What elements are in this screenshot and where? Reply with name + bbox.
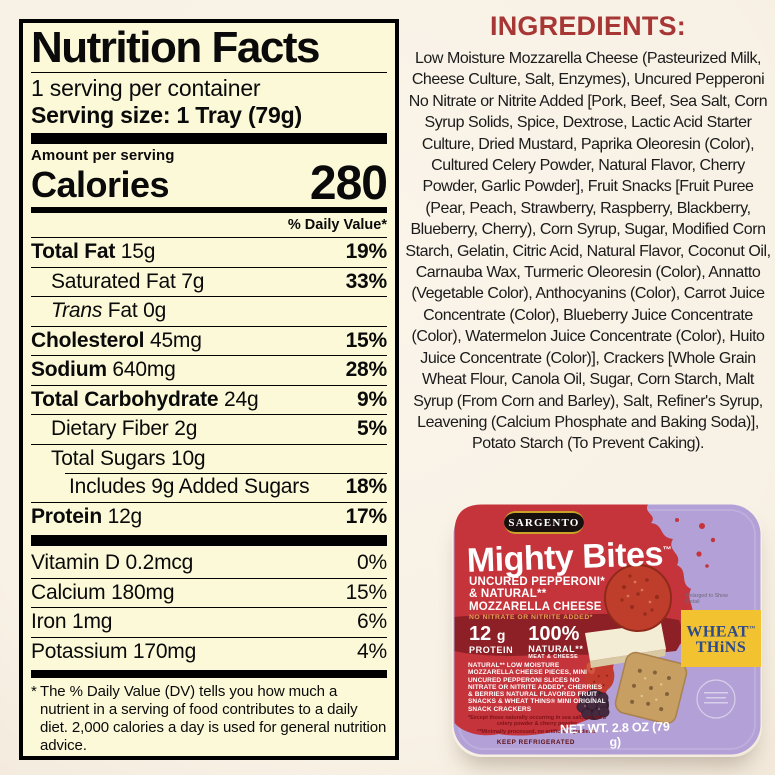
keep-refrigerated: KEEP REFRIGERATED	[496, 739, 576, 746]
vitamin-row-iron: Iron 1mg 6%	[31, 607, 387, 637]
trademark-symbol: ™	[662, 544, 672, 555]
divider-bar-thick	[31, 535, 387, 546]
nutrient-row-sodium: Sodium 640mg 28%	[31, 355, 387, 385]
variety-lines: UNCURED PEPPERONI* & NATURAL** MOZZARELL…	[469, 576, 605, 613]
trademark-symbol: ™	[749, 626, 756, 633]
vitamin-row-vitamin-d: Vitamin D 0.2mcg 0%	[31, 549, 387, 578]
contents-description: NATURAL** LOW MOISTURE MOZZARELLA CHEESE…	[468, 662, 606, 713]
pepperoni-slice	[604, 564, 672, 632]
row-daily-value: 9%	[357, 387, 387, 411]
row-daily-value: 4%	[357, 639, 387, 663]
row-daily-value: 6%	[357, 610, 387, 633]
net-weight: NET WT. 2.8 OZ (79 g)	[559, 719, 670, 750]
footnote-text: The % Daily Value (DV) tells you how muc…	[40, 683, 387, 754]
row-daily-value: 19%	[345, 240, 388, 263]
enlarged-note: Enlarged to Show Detail	[686, 593, 728, 605]
row-daily-value: 18%	[345, 475, 388, 498]
row-daily-value: 15%	[345, 580, 388, 604]
product-name: Mighty Bites™	[466, 535, 672, 580]
vitamin-row-calcium: Calcium 180mg 15%	[31, 577, 388, 608]
package-footnote-sea-salt: *Except those naturally occurring in sea…	[468, 715, 606, 727]
row-label: Protein 12g	[31, 504, 143, 528]
protein-unit: g	[496, 627, 506, 643]
daily-value-header: % Daily Value*	[287, 217, 387, 233]
nutrient-row-protein: Protein 12g 17%	[31, 501, 388, 532]
variety-line-1: UNCURED PEPPERONI*	[469, 576, 605, 588]
package-text-layer: SARGENTO Mighty Bites™ UNCURED PEPPERONI…	[452, 502, 762, 757]
row-label: Iron 1mg	[31, 610, 113, 633]
nutrient-row-total-carbohydrate: Total Carbohydrate 24g 9%	[31, 384, 387, 415]
sargento-logo: SARGENTO	[504, 511, 584, 534]
row-label: Includes 9g Added Sugars	[69, 475, 310, 498]
row-label: Saturated Fat 7g	[51, 269, 205, 293]
nutrition-facts-title: Nutrition Facts	[31, 23, 320, 72]
cracker	[614, 651, 688, 725]
amount-per-serving-label: Amount per serving	[31, 147, 175, 164]
nutrient-row-trans-fat: Trans Fat 0g	[31, 296, 387, 326]
natural-value: 100%	[528, 623, 580, 645]
serving-size: Serving size: 1 Tray (79g)	[31, 102, 302, 128]
nitrate-claim: NO NITRATE OR NITRITE ADDED*	[469, 614, 593, 621]
nutrient-row-total-fat: Total Fat 15g 19%	[31, 237, 387, 267]
wheat-thins-line-2: THiNS	[695, 638, 747, 656]
product-package-photo: SARGENTO Mighty Bites™ UNCURED PEPPERONI…	[452, 502, 762, 757]
inspection-stamp	[696, 679, 736, 719]
wheat-thins-line-1: WHEAT™	[686, 623, 756, 641]
nutrient-row-total-sugars: Total Sugars 10g	[31, 443, 387, 474]
natural-label: NATURAL**	[528, 644, 584, 654]
row-daily-value: 28%	[345, 358, 388, 381]
nutrition-facts-label: Nutrition Facts 1 serving per container …	[19, 19, 399, 760]
calories-label: Calories	[31, 164, 170, 205]
nutrient-row-added-sugars: Includes 9g Added Sugars 18%	[31, 473, 387, 502]
calories-value: 280	[309, 157, 388, 210]
protein-value: 12 g	[469, 623, 506, 645]
variety-line-2: & NATURAL**	[469, 588, 547, 601]
row-label: Sodium 640mg	[31, 358, 176, 381]
nutrient-row-cholesterol: Cholesterol 45mg 15%	[31, 325, 388, 356]
package-artwork	[453, 504, 761, 755]
ingredients-text: Low Moisture Mozzarella Cheese (Pasteuri…	[405, 50, 771, 453]
row-label: Cholesterol 45mg	[31, 328, 202, 352]
package-footnote-minimal: **Minimally processed, no artificial ing…	[477, 729, 597, 735]
row-label: Total Sugars 10g	[51, 446, 206, 470]
divider-bar-thick	[31, 133, 387, 144]
row-label: Vitamin D 0.2mcg	[31, 551, 194, 574]
divider-bar-small	[31, 670, 387, 678]
protein-callout: 12 g PROTEIN	[469, 623, 514, 660]
callouts-band: 12 g PROTEIN 100% NATURAL** MEAT & CHEES…	[469, 623, 584, 660]
servings-per-container: 1 serving per container	[31, 75, 261, 101]
row-daily-value: 5%	[357, 417, 387, 440]
protein-label: PROTEIN	[469, 645, 514, 655]
calories-row: Calories 280	[31, 157, 388, 210]
vitamin-row-potassium: Potassium 170mg 4%	[31, 636, 387, 667]
row-daily-value: 15%	[345, 328, 388, 352]
natural-callout: 100% NATURAL** MEAT & CHEESE	[528, 623, 584, 660]
divider-hairline	[31, 72, 387, 73]
blackberry-snack	[576, 689, 610, 720]
nutrient-row-saturated-fat: Saturated Fat 7g 33%	[31, 266, 388, 297]
row-label: Total Carbohydrate 24g	[31, 387, 259, 411]
row-label: Potassium 170mg	[31, 639, 197, 663]
nutrient-row-dietary-fiber: Dietary Fiber 2g 5%	[31, 414, 387, 444]
footnote-asterisk: *	[31, 683, 37, 700]
variety-line-3: MOZZARELLA CHEESE	[469, 600, 602, 613]
ingredients-panel: INGREDIENTS: Low Moisture Mozzarella Che…	[404, 11, 772, 455]
divider-bar-medium	[31, 207, 387, 213]
row-label: Trans Fat 0g	[51, 299, 167, 322]
row-daily-value: 33%	[345, 269, 388, 293]
daily-value-footnote: * The % Daily Value (DV) tells you how m…	[31, 683, 387, 755]
row-label: Dietary Fiber 2g	[51, 417, 198, 440]
natural-sublabel: MEAT & CHEESE	[528, 654, 579, 660]
row-daily-value: 17%	[345, 504, 388, 528]
row-label: Calcium 180mg	[31, 580, 175, 604]
row-daily-value: 0%	[357, 551, 387, 574]
row-label: Total Fat 15g	[31, 240, 156, 263]
ingredients-heading: INGREDIENTS:	[490, 11, 686, 41]
wheat-thins-badge: WHEAT™ THiNS	[681, 610, 761, 667]
